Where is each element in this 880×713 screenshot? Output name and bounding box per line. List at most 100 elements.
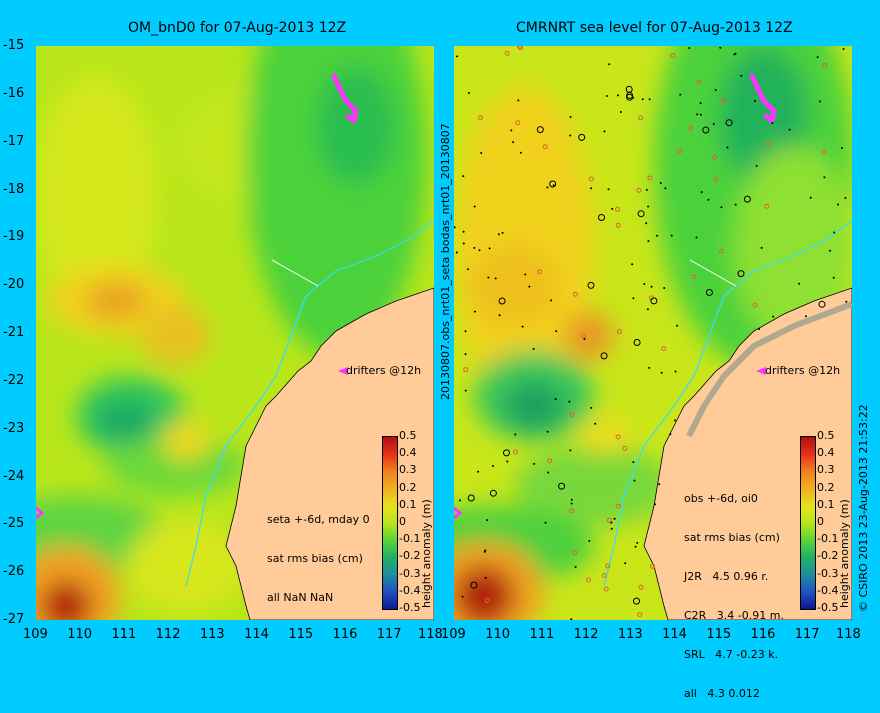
stats-line: seta +-6d, mday 0 <box>267 513 370 526</box>
observation-point <box>462 230 465 233</box>
observation-point <box>519 151 522 154</box>
observation-point <box>583 337 586 340</box>
x-tick-label: 113 <box>199 627 225 642</box>
observation-point <box>638 584 644 590</box>
x-tick-label: 117 <box>794 627 820 642</box>
observation-point <box>512 141 515 144</box>
x-tick-label: 114 <box>244 627 269 642</box>
sea-level-anomaly-field <box>454 46 852 620</box>
observation-point <box>760 246 763 249</box>
observation-point <box>462 175 465 178</box>
observation-point <box>517 46 522 49</box>
stats-line: C2R 3.4 -0.91 m. <box>684 609 784 622</box>
drifter-track <box>454 506 463 520</box>
x-tick-label: 115 <box>706 627 732 642</box>
observation-point <box>647 205 650 208</box>
x-tick-label: 109 <box>23 627 48 642</box>
colorbar-tick-label: -0.5 <box>399 601 421 614</box>
observation-point <box>588 176 594 182</box>
observation-point <box>521 325 524 328</box>
observation-point <box>670 53 676 59</box>
observation-point <box>510 129 513 132</box>
observation-point <box>498 297 506 305</box>
drifter-track <box>331 73 359 124</box>
x-tick-label: 109 <box>441 627 466 642</box>
observation-point <box>569 134 572 137</box>
observation-point <box>555 330 558 333</box>
observation-point <box>459 499 462 502</box>
stats-line: J2R 4.5 0.96 r. <box>684 570 769 583</box>
right-colorbar <box>800 436 816 610</box>
observation-point <box>719 46 722 49</box>
colorbar-tick-label: 0.2 <box>399 480 417 494</box>
observation-point <box>696 113 699 116</box>
observation-point <box>473 205 476 208</box>
observation-point <box>480 152 483 154</box>
observation-point <box>550 299 553 302</box>
colorbar-tick-label: 0.1 <box>399 497 417 511</box>
y-tick-label: -19 <box>3 229 25 245</box>
observation-point <box>513 449 518 455</box>
observation-point <box>607 188 610 191</box>
observation-point <box>588 540 591 542</box>
observation-point <box>570 502 573 505</box>
observation-point <box>546 430 549 433</box>
y-tick-label: -27 <box>3 612 25 627</box>
observation-point <box>603 130 606 133</box>
observation-point <box>818 100 821 103</box>
section-line <box>271 259 319 287</box>
x-tick-label: 116 <box>750 627 776 642</box>
stats-line: sat rms bias (cm) <box>267 552 363 565</box>
observation-point <box>753 100 756 102</box>
left-map-svg <box>36 46 434 620</box>
observation-point <box>664 187 667 190</box>
y-tick-label: -25 <box>3 516 25 532</box>
stats-line: SRL 4.7 -0.23 k. <box>684 648 779 661</box>
observation-point <box>585 577 591 583</box>
observation-point <box>615 434 621 440</box>
observation-point <box>832 276 835 279</box>
x-tick-label: 111 <box>529 627 555 642</box>
observation-point <box>598 214 605 221</box>
y-tick-label: -24 <box>3 468 25 484</box>
observation-point <box>578 133 586 141</box>
drifter-legend-arrow <box>338 367 348 375</box>
observation-point <box>473 246 476 249</box>
observation-point <box>646 308 649 311</box>
section-line <box>689 259 737 287</box>
observation-point <box>637 612 643 617</box>
observation-point <box>734 203 737 206</box>
observation-point <box>542 144 548 150</box>
left-stats-text: seta +-6d, mday 0 sat rms bias (cm) all … <box>267 487 370 617</box>
observation-point <box>845 300 848 303</box>
observation-point <box>679 93 682 96</box>
observation-point <box>483 550 486 553</box>
right-colorbar-label: height anomaly (m) <box>838 499 851 608</box>
observation-point <box>660 371 663 374</box>
observation-point <box>833 231 836 234</box>
observation-point <box>641 98 644 101</box>
observation-point <box>464 330 467 333</box>
observation-point <box>524 273 527 276</box>
sea-level-anomaly-field <box>36 46 426 620</box>
observation-point <box>590 187 593 190</box>
observation-point <box>616 329 622 335</box>
track-line <box>185 220 434 587</box>
observation-point <box>725 119 733 127</box>
observation-point <box>615 206 620 212</box>
observation-point <box>837 203 839 206</box>
observation-point <box>547 458 552 464</box>
observation-point <box>484 576 487 579</box>
x-tick-label: 110 <box>67 627 93 642</box>
observation-point <box>477 470 480 473</box>
observation-point <box>613 517 616 520</box>
observation-point <box>486 519 488 522</box>
observation-point <box>823 176 826 179</box>
observation-point <box>615 222 621 228</box>
left-colorbar-label: height anomaly (m) <box>420 499 433 608</box>
observation-point <box>663 287 666 289</box>
x-tick-label: 118 <box>418 627 443 642</box>
observation-point <box>648 98 651 101</box>
stats-line: all 4.3 0.012 <box>684 687 760 700</box>
observation-point <box>572 550 578 556</box>
